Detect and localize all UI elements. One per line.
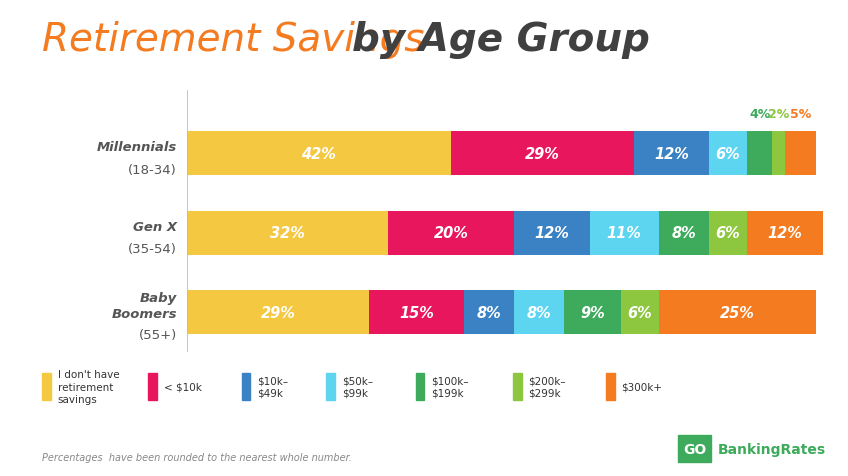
Text: $300k+: $300k+ [622, 382, 662, 392]
Text: Gen X: Gen X [133, 220, 177, 233]
Text: Baby
Boomers: Baby Boomers [112, 292, 177, 321]
Text: I don't have
retirement
savings: I don't have retirement savings [58, 369, 120, 404]
Text: 29%: 29% [525, 147, 560, 161]
Bar [464, 291, 514, 334]
Bar [187, 211, 388, 255]
Bar [187, 132, 451, 176]
Text: 12%: 12% [654, 147, 689, 161]
Text: 5%: 5% [789, 108, 812, 120]
Text: by Age Group: by Age Group [352, 21, 650, 60]
Text: 12%: 12% [767, 226, 802, 241]
Bar [621, 291, 659, 334]
Text: 8%: 8% [527, 305, 551, 320]
Bar [514, 211, 589, 255]
Text: 6%: 6% [716, 147, 740, 161]
Bar [565, 291, 621, 334]
Text: BankingRates: BankingRates [717, 442, 826, 456]
Text: (55+): (55+) [139, 328, 177, 341]
Text: 32%: 32% [270, 226, 304, 241]
Bar [773, 132, 784, 176]
Text: 2%: 2% [767, 108, 789, 120]
Text: $100k–
$199k: $100k– $199k [431, 376, 468, 398]
Text: 8%: 8% [672, 226, 696, 241]
Text: $10k–
$49k: $10k– $49k [257, 376, 288, 398]
Text: $200k–
$299k: $200k– $299k [528, 376, 566, 398]
Bar [369, 291, 464, 334]
Text: Percentages  have been rounded to the nearest whole number.: Percentages have been rounded to the nea… [42, 452, 352, 462]
Bar [784, 132, 817, 176]
Text: $50k–
$99k: $50k– $99k [342, 376, 373, 398]
Text: 9%: 9% [580, 305, 605, 320]
Text: 12%: 12% [534, 226, 569, 241]
Bar [659, 291, 817, 334]
Text: 6%: 6% [716, 226, 740, 241]
Text: < $10k: < $10k [164, 382, 202, 392]
Text: 4%: 4% [749, 108, 770, 120]
Bar [709, 211, 747, 255]
Text: Millennials: Millennials [97, 141, 177, 154]
Text: 15%: 15% [399, 305, 434, 320]
Bar [388, 211, 514, 255]
Bar [659, 211, 709, 255]
Bar [187, 291, 369, 334]
Bar [633, 132, 709, 176]
Text: (18-34): (18-34) [128, 163, 177, 176]
Text: 29%: 29% [260, 305, 295, 320]
Text: 20%: 20% [433, 226, 468, 241]
Bar [747, 132, 773, 176]
Text: 8%: 8% [477, 305, 501, 320]
Text: Retirement Savings: Retirement Savings [42, 21, 438, 60]
Text: 11%: 11% [607, 226, 642, 241]
Bar [589, 211, 659, 255]
Bar [514, 291, 565, 334]
Bar [709, 132, 747, 176]
Text: (35-54): (35-54) [128, 243, 177, 256]
Text: 6%: 6% [628, 305, 652, 320]
Bar [747, 211, 823, 255]
Text: 25%: 25% [720, 305, 755, 320]
Text: GO: GO [683, 442, 706, 456]
Text: 42%: 42% [301, 147, 337, 161]
Bar [451, 132, 633, 176]
